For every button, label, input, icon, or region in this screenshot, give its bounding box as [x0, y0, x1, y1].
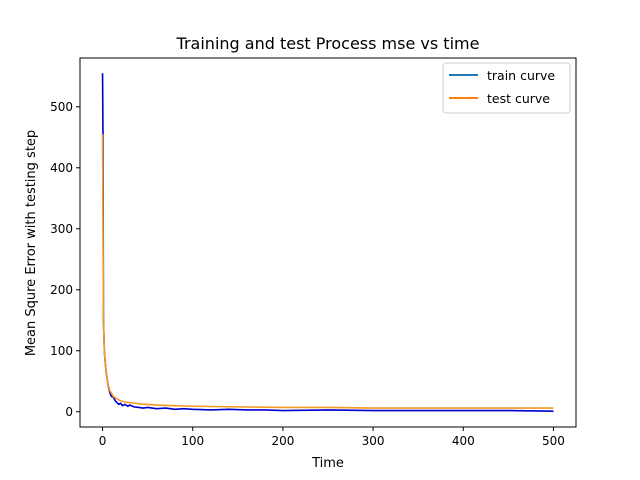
x-tick-label: 400 — [452, 434, 475, 448]
y-axis-label: Mean Squre Error with testing step — [24, 130, 39, 356]
x-tick-label: 100 — [181, 434, 204, 448]
y-axis-ticks: 0 100 200 300 400 500 — [50, 100, 80, 419]
x-tick-label: 200 — [271, 434, 294, 448]
legend-label-train: train curve — [487, 68, 555, 83]
legend-label-test: test curve — [487, 91, 550, 106]
x-tick-label: 0 — [99, 434, 107, 448]
x-axis-label: Time — [311, 456, 344, 471]
plot-frame — [79, 57, 577, 428]
y-tick-label: 500 — [50, 100, 73, 114]
y-tick-label: 100 — [50, 344, 73, 358]
chart-title: Training and test Process mse vs time — [176, 34, 480, 53]
x-tick-label: 500 — [542, 434, 565, 448]
x-tick-label: 300 — [362, 434, 385, 448]
plot-area — [80, 58, 576, 427]
y-tick-label: 300 — [50, 222, 73, 236]
series-layer — [101, 73, 554, 412]
y-tick-label: 200 — [50, 283, 73, 297]
y-tick-label: 0 — [65, 405, 73, 419]
legend: train curve test curve — [442, 62, 571, 114]
x-axis-ticks: 0 100 200 300 400 500 — [99, 427, 565, 448]
y-tick-label: 400 — [50, 161, 73, 175]
series-line-1 — [101, 134, 554, 409]
